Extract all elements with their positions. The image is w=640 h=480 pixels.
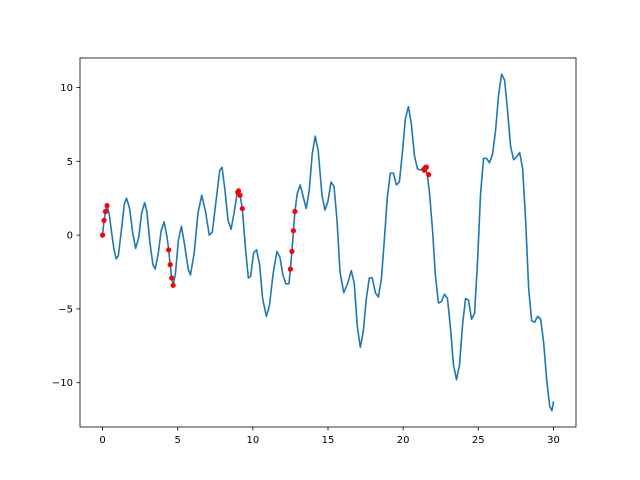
data-point [170, 282, 176, 288]
data-point [235, 188, 242, 194]
marker-layer [99, 164, 432, 288]
y-tick-label: −10 [52, 378, 73, 389]
series-layer [101, 73, 555, 412]
x-tick-label: 30 [547, 435, 560, 446]
y-tick-label: 5 [67, 157, 73, 168]
data-point [423, 164, 430, 170]
data-point [426, 172, 432, 178]
y-tick-label: 0 [67, 231, 73, 242]
y-tick-label: −5 [58, 304, 73, 315]
x-tick-label: 0 [99, 435, 105, 446]
x-tick-label: 15 [322, 435, 335, 446]
data-point [166, 247, 172, 253]
y-tick-label: 10 [60, 83, 73, 94]
y-axis: −10 −5 0 5 10 [52, 83, 80, 389]
series-line [101, 73, 555, 412]
data-point [99, 232, 106, 238]
data-point [104, 203, 110, 209]
data-point [237, 192, 243, 198]
x-axis: 0 5 10 15 20 25 30 [99, 427, 560, 446]
data-point [287, 266, 294, 272]
data-point [101, 217, 107, 223]
x-tick-label: 5 [175, 435, 181, 446]
x-tick-label: 25 [472, 435, 485, 446]
data-point [169, 275, 175, 281]
data-point [290, 228, 297, 234]
data-point [102, 208, 109, 215]
data-point [289, 248, 295, 254]
plot-area [80, 58, 576, 427]
data-point [167, 262, 173, 268]
x-tick-label: 10 [246, 435, 259, 446]
x-tick-label: 20 [397, 435, 410, 446]
data-point [292, 208, 298, 215]
data-point [239, 205, 245, 212]
